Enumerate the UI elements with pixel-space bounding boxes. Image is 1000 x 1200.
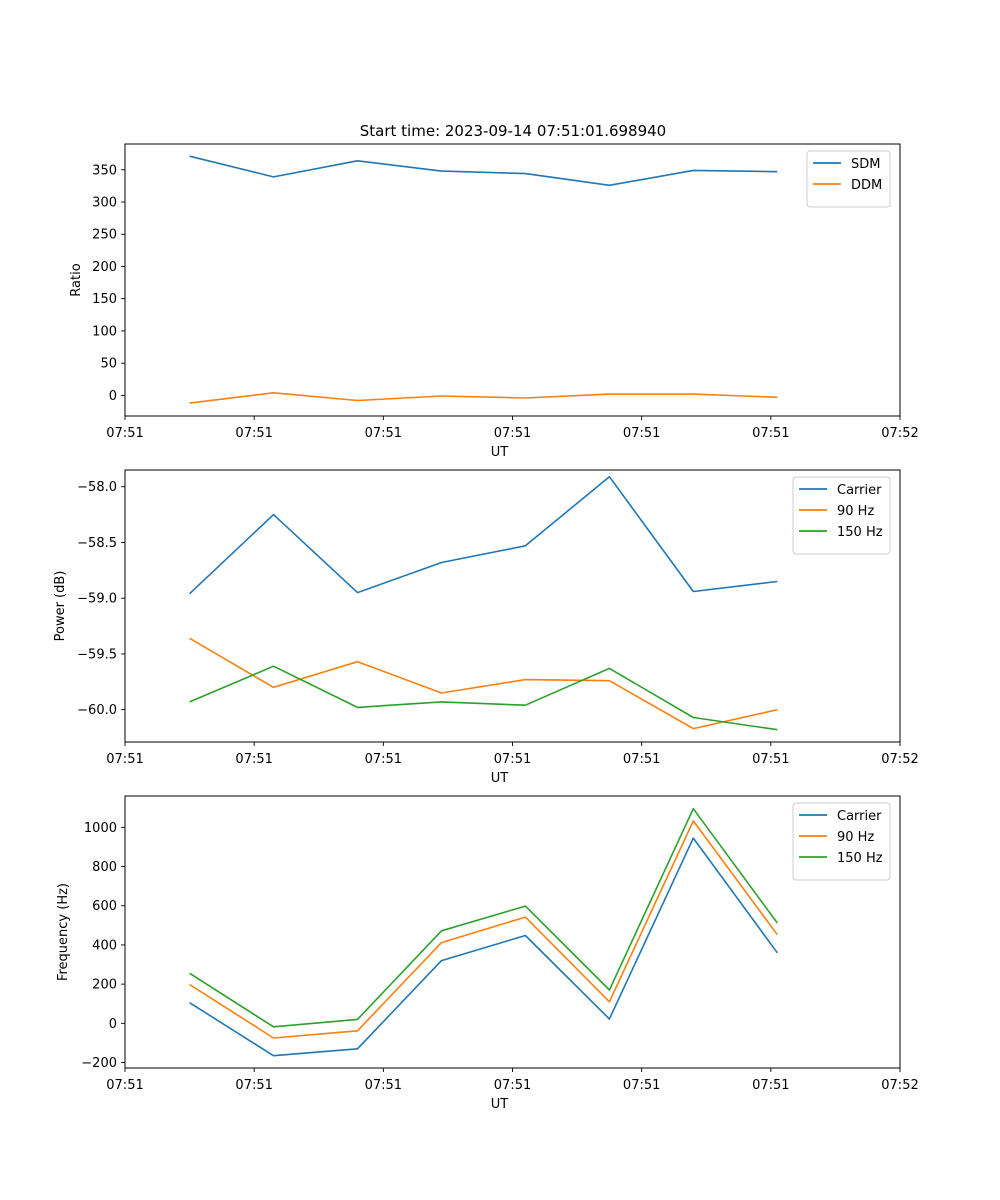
legend-entry-carrier: Carrier: [837, 483, 882, 498]
series-line-carrier: [189, 475, 778, 595]
figure-title: Start time: 2023-09-14 07:51:01.698940: [360, 122, 666, 140]
y-tick-label: 100: [92, 324, 117, 339]
x-tick-label: 07:51: [106, 752, 143, 767]
y-tick-label: 50: [100, 357, 117, 372]
axes-frame: [124, 469, 901, 743]
y-tick-label: 150: [92, 292, 117, 307]
axes-frame: [124, 143, 901, 417]
y-axis-label: Frequency (Hz): [56, 883, 71, 981]
legend: Carrier 90 Hz 150 Hz: [792, 802, 891, 881]
legend-entry-90-hz: 90 Hz: [837, 504, 874, 519]
x-tick-label: 07:52: [881, 752, 918, 767]
legend-entry-90-hz: 90 Hz: [837, 830, 874, 845]
x-axis-label: UT: [491, 1097, 509, 1112]
legend-entry-150-hz: 150 Hz: [837, 525, 883, 540]
x-tick-label: 07:51: [494, 752, 531, 767]
y-axis-label: Ratio: [69, 263, 84, 296]
x-tick-label: 07:51: [365, 752, 402, 767]
y-tick-label: 800: [92, 860, 117, 875]
y-tick-label: −58.5: [77, 536, 117, 551]
x-tick-label: 07:51: [494, 1078, 531, 1093]
x-tick-label: 07:52: [881, 1078, 918, 1093]
x-tick-label: 07:51: [623, 752, 660, 767]
y-tick-label: −59.0: [77, 592, 117, 607]
series-line-carrier: [189, 837, 778, 1057]
x-tick-label: 07:51: [752, 426, 789, 441]
legend-entry-carrier: Carrier: [837, 809, 882, 824]
y-tick-label: −60.0: [77, 703, 117, 718]
y-tick-label: 300: [92, 196, 117, 211]
legend-entry-sdm: SDM: [851, 157, 880, 172]
legend-box: [792, 476, 891, 555]
x-axis-label: UT: [491, 771, 509, 786]
series-line-90-hz: [189, 820, 778, 1039]
chart-panel-3: 07:51 07:51 07:51 07:51 07:51 07:51 07:52 −200 0…: [56, 795, 919, 1112]
x-tick-label: 07:51: [623, 426, 660, 441]
legend-box: [806, 150, 891, 208]
series-line-ddm: [189, 391, 778, 404]
charts: 07:51 07:51 07:51 07:51 07:51 07:51 07:52 0 50 10…: [53, 143, 919, 1112]
y-tick-label: 0: [109, 1017, 117, 1032]
y-tick-label: 200: [92, 260, 117, 275]
series-line-150-hz: [189, 665, 778, 731]
y-tick-label: 0: [109, 389, 117, 404]
x-tick-label: 07:51: [623, 1078, 660, 1093]
legend: SDM DDM: [806, 150, 891, 208]
chart-panel-1: 07:51 07:51 07:51 07:51 07:51 07:51 07:52 0 50 10…: [69, 143, 919, 460]
legend-entry-150-hz: 150 Hz: [837, 851, 883, 866]
series-line-150-hz: [189, 807, 778, 1028]
x-tick-label: 07:51: [235, 752, 272, 767]
x-tick-label: 07:51: [365, 1078, 402, 1093]
x-tick-label: 07:51: [235, 426, 272, 441]
axes-frame: [124, 795, 901, 1069]
y-tick-label: 200: [92, 978, 117, 993]
legend: Carrier 90 Hz 150 Hz: [792, 476, 891, 555]
x-tick-label: 07:51: [365, 426, 402, 441]
y-tick-label: 1000: [84, 821, 117, 836]
x-tick-label: 07:51: [106, 426, 143, 441]
x-tick-label: 07:51: [235, 1078, 272, 1093]
x-tick-label: 07:51: [752, 1078, 789, 1093]
y-tick-label: −59.5: [77, 647, 117, 662]
y-tick-label: 400: [92, 938, 117, 953]
legend-box: [792, 802, 891, 881]
y-tick-label: −58.0: [77, 480, 117, 495]
series-line-90-hz: [189, 637, 778, 730]
x-tick-label: 07:51: [752, 752, 789, 767]
x-tick-label: 07:52: [881, 426, 918, 441]
x-tick-label: 07:51: [494, 426, 531, 441]
chart-panel-2: 07:51 07:51 07:51 07:51 07:51 07:51 07:52 −60.0…: [53, 469, 919, 786]
y-tick-label: −200: [81, 1056, 117, 1071]
y-tick-label: 600: [92, 899, 117, 914]
y-tick-label: 250: [92, 228, 117, 243]
y-tick-label: 350: [92, 163, 117, 178]
series-line-sdm: [189, 155, 778, 187]
x-axis-label: UT: [491, 445, 509, 460]
x-tick-label: 07:51: [106, 1078, 143, 1093]
legend-entry-ddm: DDM: [851, 178, 882, 193]
y-axis-label: Power (dB): [53, 571, 68, 642]
